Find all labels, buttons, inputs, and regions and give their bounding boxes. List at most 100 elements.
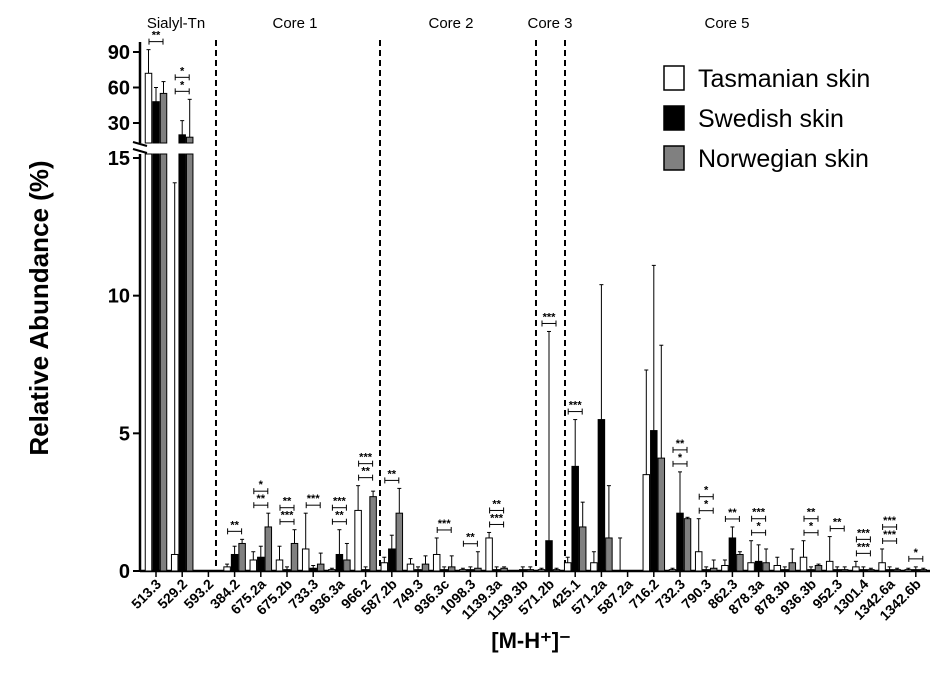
sig-label: *** <box>883 529 897 541</box>
bar <box>238 542 246 572</box>
sig-label: *** <box>857 527 871 539</box>
bar <box>290 542 299 572</box>
bar <box>762 562 770 572</box>
sig-label: ** <box>335 510 344 522</box>
bar <box>545 540 553 572</box>
bar <box>590 562 598 572</box>
bar <box>275 559 284 572</box>
y-tick-label: 10 <box>108 286 130 308</box>
bar <box>867 569 875 572</box>
sig-label: * <box>756 521 761 533</box>
bar-upper <box>144 72 153 144</box>
bar <box>537 569 546 572</box>
bar <box>159 153 168 572</box>
bar <box>492 569 501 572</box>
bar <box>721 564 729 572</box>
bar <box>807 569 815 572</box>
sig-label: *** <box>281 510 295 522</box>
sig-label: ** <box>466 532 475 544</box>
bar <box>432 553 441 572</box>
bar <box>335 553 344 572</box>
y-axis-label: Relative Abundance (%) <box>24 160 54 455</box>
sig-label: *** <box>333 496 347 508</box>
bar <box>728 537 737 572</box>
y-tick-label: 15 <box>108 148 130 170</box>
bar <box>421 563 430 572</box>
bar <box>519 569 527 572</box>
bar-upper <box>159 92 168 144</box>
bar <box>406 563 415 572</box>
y-tick-label: 30 <box>108 113 130 135</box>
bar <box>852 566 860 572</box>
bar <box>571 465 579 572</box>
bar <box>736 553 744 572</box>
bar <box>361 569 370 572</box>
bar <box>605 537 613 572</box>
x-tick-labels: 513.3529.2593.2384.2675.2a675.2b733.3936… <box>128 571 924 623</box>
sig-label: *** <box>883 515 897 527</box>
group-label: Core 2 <box>428 15 473 32</box>
bar <box>343 559 351 572</box>
bar <box>642 474 651 572</box>
sig-label: * <box>259 479 264 491</box>
bar-upper <box>152 101 160 144</box>
bar-upper <box>178 134 186 144</box>
bar <box>919 569 928 572</box>
sig-label: ** <box>230 519 239 531</box>
bar <box>904 569 913 572</box>
bar <box>395 512 404 572</box>
legend-label: Norwegian skin <box>698 145 869 173</box>
group-label: Core 5 <box>704 15 749 32</box>
bar <box>781 569 789 572</box>
bar <box>788 562 797 572</box>
bar <box>694 551 703 572</box>
bar <box>170 553 179 572</box>
bar <box>773 564 782 572</box>
legend-swatch <box>663 145 685 171</box>
bar <box>388 548 396 572</box>
sig-label: ** <box>807 507 816 519</box>
bar <box>709 567 718 572</box>
legend: Tasmanian skin Swedish skin Norwegian skin <box>663 65 870 173</box>
bar <box>230 553 239 572</box>
y-tick-label: 60 <box>108 78 130 100</box>
bar <box>814 564 823 572</box>
sig-label: *** <box>359 452 373 464</box>
sig-label: ** <box>152 30 161 42</box>
bar <box>754 560 763 572</box>
sig-label: * <box>704 485 709 497</box>
bar <box>597 419 606 572</box>
bar <box>578 526 587 572</box>
bar <box>178 153 186 572</box>
sig-label: ** <box>833 517 842 529</box>
bar <box>257 556 265 572</box>
y-tick-label: 5 <box>119 423 130 445</box>
bar <box>144 153 153 572</box>
legend-swatch <box>663 105 685 131</box>
bar <box>676 512 684 572</box>
sig-label: * <box>180 79 185 91</box>
bar <box>485 537 493 572</box>
significance-markers: ************** **************************… <box>148 30 924 562</box>
bar <box>859 569 868 572</box>
sig-label: * <box>678 452 683 464</box>
bar <box>301 548 310 572</box>
bar <box>316 563 325 572</box>
bar <box>328 569 336 572</box>
sig-label: *** <box>307 493 321 505</box>
sig-label: *** <box>490 512 504 524</box>
bar <box>283 569 291 572</box>
bar <box>466 569 475 572</box>
bar <box>552 569 561 572</box>
bar <box>223 566 231 572</box>
bar <box>833 569 841 572</box>
sig-label: ** <box>257 493 266 505</box>
legend-label: Tasmanian skin <box>698 65 870 93</box>
bar <box>840 569 849 572</box>
bar <box>369 496 377 572</box>
bar <box>657 457 666 572</box>
legend-label: Swedish skin <box>698 105 844 133</box>
y-tick-label: 90 <box>108 42 130 64</box>
bar <box>474 567 482 572</box>
bar <box>799 556 808 572</box>
